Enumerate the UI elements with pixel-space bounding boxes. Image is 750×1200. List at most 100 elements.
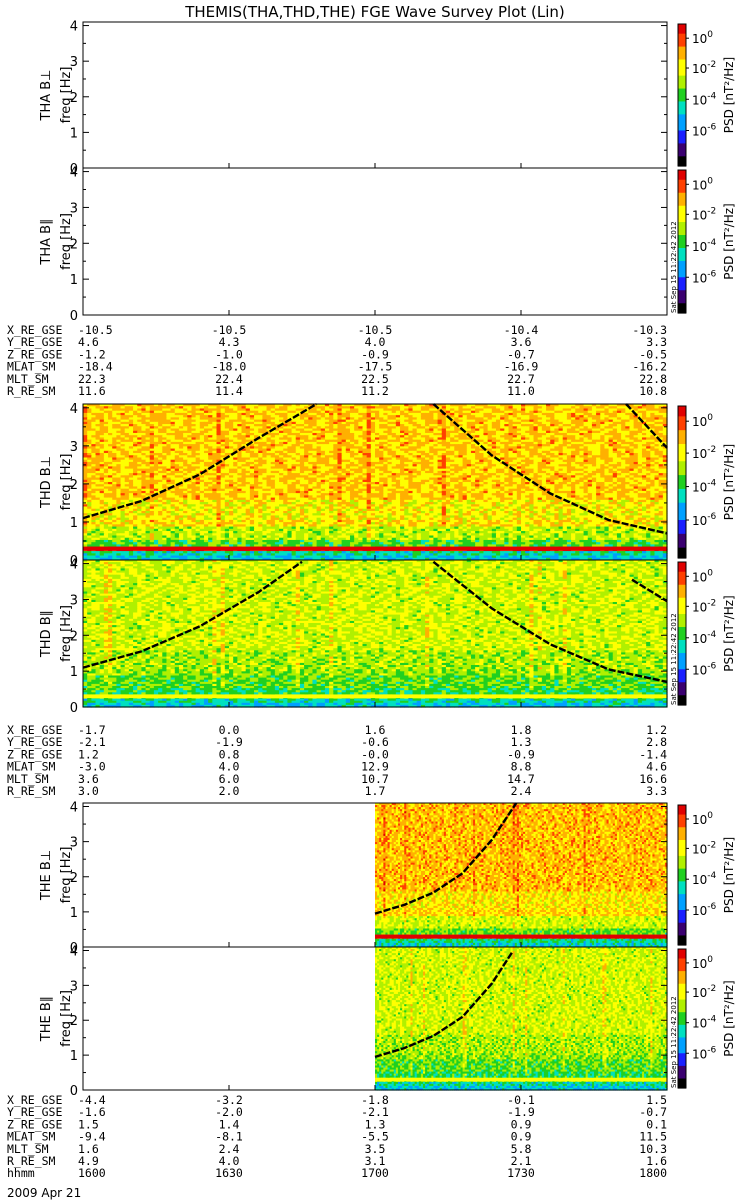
ephemeris-value: -10.5 — [78, 323, 113, 337]
colorbar-segment — [678, 875, 686, 879]
ephemeris-value: -1.0 — [215, 347, 243, 361]
spectrogram-panel-4 — [82, 560, 668, 708]
y-tick-label: 0 — [70, 941, 78, 956]
colorbar-1: 100 10-2 10-4 10-6 PSD [nT²/Hz] — [677, 23, 736, 167]
ephemeris-value: 1.2 — [646, 723, 667, 737]
colorbar-segment — [678, 406, 686, 411]
gyro-curve-1 — [374, 951, 514, 1059]
colorbar-segment — [678, 980, 686, 985]
colorbar-segment — [678, 437, 686, 442]
colorbar-segment — [678, 156, 686, 161]
ephemeris-value: -2.0 — [215, 1105, 243, 1119]
colorbar-segment — [678, 461, 686, 466]
colorbar-segment — [678, 859, 686, 863]
colorbar-segment — [678, 62, 686, 67]
colorbar-segment — [678, 117, 686, 122]
colorbar-segment — [678, 640, 686, 644]
colorbar-segment — [678, 104, 686, 109]
colorbar-segment — [678, 488, 686, 493]
colorbar-5: 100 10-2 10-4 10-6 PSD [nT²/Hz] — [677, 804, 736, 946]
colorbar-segment — [678, 682, 686, 687]
ephemeris-value: -0.9 — [361, 347, 389, 361]
ephemeris-value: -0.9 — [507, 747, 535, 761]
colorbar-segment — [678, 852, 686, 857]
colorbar-segment — [678, 964, 686, 969]
ephemeris-value: 3.6 — [511, 335, 532, 349]
colorbar-segment — [678, 986, 686, 991]
y-tick-label: 4 — [70, 402, 78, 417]
colorbar-segment — [678, 30, 686, 35]
dc-line-band — [375, 934, 667, 939]
footer-date: 2009 Apr 21 — [7, 1186, 81, 1200]
colorbar-segment — [678, 241, 686, 246]
colorbar-segment — [678, 111, 686, 115]
colorbar-segment — [678, 623, 686, 628]
colorbar-segment — [678, 1069, 686, 1073]
colorbar-segment — [678, 1043, 686, 1048]
colorbar-segment — [678, 218, 686, 223]
colorbar-segment — [678, 309, 686, 314]
ephemeris-value: -1.7 — [78, 723, 106, 737]
colorbar-segment — [678, 649, 686, 654]
ephemeris-value: 2.4 — [511, 784, 532, 798]
colorbar-segment — [678, 846, 686, 851]
ephemeris-value: 0.9 — [511, 1130, 532, 1144]
ephemeris-value: 0.9 — [511, 1117, 532, 1131]
y-tick-label: 0 — [70, 701, 78, 716]
colorbar-segment — [678, 1002, 686, 1007]
colorbar-tick-label: 10-6 — [692, 269, 717, 285]
ephemeris-value: 22.5 — [361, 372, 389, 386]
y-tick-label: 3 — [70, 55, 78, 70]
ephemeris-value: 0.1 — [646, 1117, 667, 1131]
colorbar-segment — [678, 124, 686, 128]
colorbar-segment — [678, 133, 686, 138]
gyro-curve-3 — [631, 578, 668, 603]
colorbar-segment — [678, 287, 686, 291]
colorbar-segment — [678, 162, 686, 167]
freq-axis-label: freq [Hz] — [59, 213, 74, 270]
ephemeris-value: 5.8 — [511, 1142, 532, 1156]
y-tick-label: 2 — [70, 478, 78, 493]
colorbar-segment — [678, 1056, 686, 1061]
ephemeris-value: 1.5 — [78, 1117, 99, 1131]
colorbar-segment — [678, 179, 686, 184]
colorbar-segment — [678, 620, 686, 625]
colorbar-tick-label: 10-6 — [692, 123, 717, 139]
colorbar-segment — [678, 140, 686, 145]
freq-axis-label: freq [Hz] — [59, 67, 74, 124]
y-tick-label: 2 — [70, 91, 78, 106]
ephemeris-value: 1600 — [78, 1166, 106, 1180]
ephemeris-value: 11.4 — [215, 384, 243, 398]
colorbar-segment — [678, 983, 686, 988]
colorbar-segment — [678, 254, 686, 259]
colorbar-segment — [678, 225, 686, 230]
colorbar-segment — [678, 296, 686, 301]
colorbar-segment — [678, 202, 686, 207]
colorbar-segment — [678, 482, 686, 487]
y-tick-label: 3 — [70, 593, 78, 608]
ephemeris-value: -1.8 — [361, 1093, 389, 1107]
colorbar-segment — [678, 1062, 686, 1067]
colorbar-segment — [678, 824, 686, 828]
ephemeris-value: 3.1 — [365, 1154, 386, 1168]
colorbar-segment — [678, 932, 686, 937]
colorbar-segment — [678, 143, 686, 148]
colorbar-segment — [678, 544, 686, 549]
colorbar-segment — [678, 183, 686, 187]
ephemeris-value: 22.7 — [507, 372, 535, 386]
colorbar-segment — [678, 416, 686, 421]
y-tick-label: 4 — [70, 558, 78, 573]
colorbar-segment — [678, 675, 686, 680]
colorbar-segment — [678, 274, 686, 278]
colorbar-tick-label: 10-2 — [692, 598, 716, 614]
ephemeris-value: 1.6 — [646, 1154, 667, 1168]
colorbar-segment — [678, 1084, 686, 1089]
panel-frame-2 — [82, 167, 668, 316]
ephemeris-row-label: Y_RE_GSE — [7, 735, 62, 749]
ephemeris-value: -5.5 — [361, 1130, 389, 1144]
ephemeris-value: 1630 — [215, 1166, 243, 1180]
colorbar-tick-label: 10-2 — [692, 984, 716, 1000]
colorbar-segment — [678, 222, 686, 226]
colorbar-segment — [678, 862, 686, 867]
y-tick-label: 2 — [70, 629, 78, 644]
